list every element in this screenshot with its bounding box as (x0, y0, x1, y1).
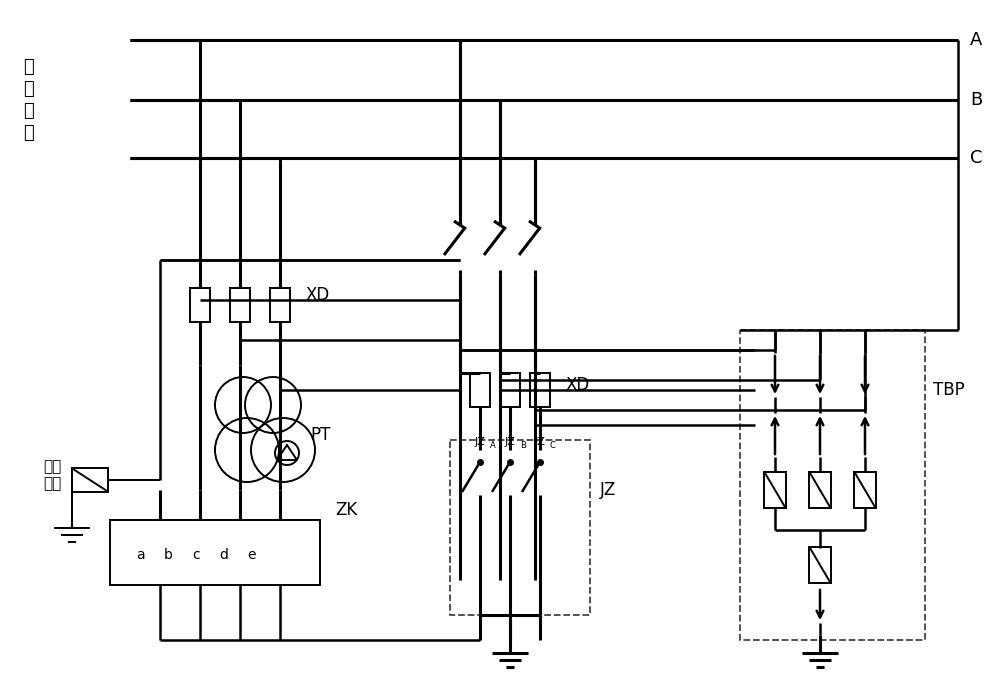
Bar (450, 440, 590, 615)
Bar (809, 472, 831, 508)
Bar (500, 373, 520, 407)
Text: JZ: JZ (535, 437, 546, 447)
Text: C: C (970, 149, 982, 167)
Bar (530, 373, 550, 407)
Bar (270, 288, 290, 322)
Text: JZ: JZ (475, 437, 486, 447)
Text: B: B (520, 441, 526, 450)
Text: a: a (136, 548, 144, 562)
Text: b: b (164, 548, 172, 562)
Bar (230, 288, 250, 322)
Bar (470, 373, 490, 407)
Text: B: B (970, 91, 982, 109)
Text: ZK: ZK (335, 501, 357, 519)
Text: 系
统
母
线: 系 统 母 线 (23, 58, 33, 142)
Bar (854, 472, 876, 508)
Text: JZ: JZ (505, 437, 516, 447)
Bar (809, 547, 831, 583)
Text: e: e (248, 548, 256, 562)
Bar (740, 330, 925, 640)
Text: 热敏
电阻: 热敏 电阻 (43, 459, 61, 491)
Bar (190, 288, 210, 322)
Text: TBP: TBP (933, 381, 965, 399)
Text: PT: PT (310, 426, 330, 444)
Text: A: A (490, 441, 496, 450)
Text: A: A (970, 31, 982, 49)
Text: c: c (192, 548, 200, 562)
Text: C: C (550, 441, 556, 450)
Text: XD: XD (305, 286, 329, 304)
Bar (764, 472, 786, 508)
Bar (110, 520, 320, 585)
Bar (72, 468, 108, 492)
Text: JZ: JZ (600, 481, 616, 499)
Text: d: d (220, 548, 228, 562)
Text: XD: XD (565, 376, 589, 394)
